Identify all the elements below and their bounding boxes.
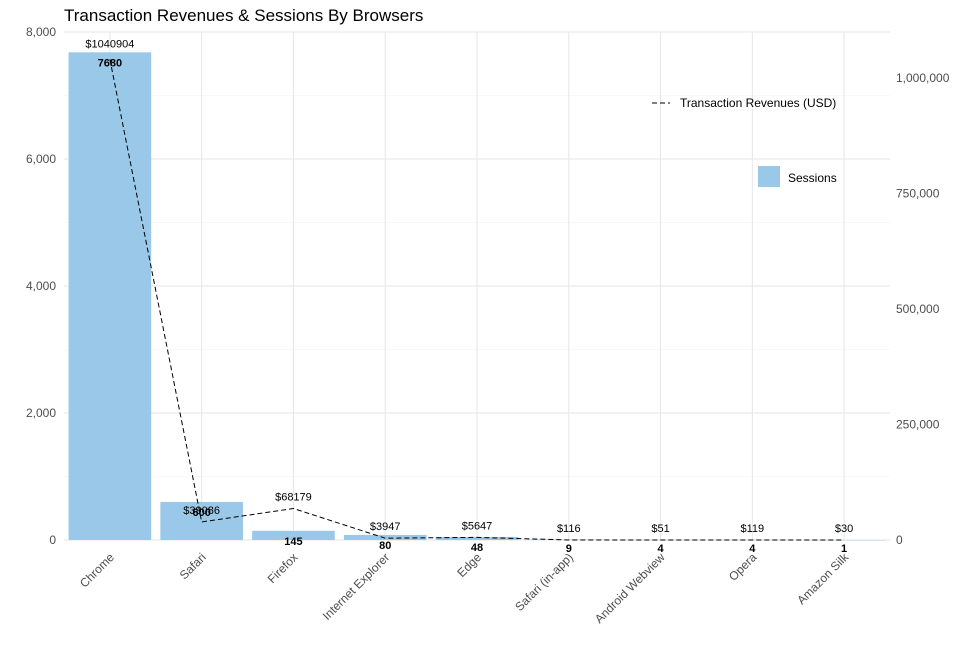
y-left-tick-label: 4,000 [26, 279, 56, 293]
session-bar [252, 530, 335, 540]
chart-title: Transaction Revenues & Sessions By Brows… [64, 6, 424, 25]
y-right-tick-label: 750,000 [896, 187, 940, 201]
revenue-label: $3947 [370, 521, 401, 533]
x-category-label: Firefox [265, 550, 301, 586]
session-label: 600 [192, 507, 210, 519]
session-bar [435, 536, 519, 540]
x-category-label: Chrome [77, 550, 117, 590]
x-category-label: Safari (in-app) [512, 550, 576, 614]
revenue-label: $39086 [183, 505, 220, 517]
session-label: 4 [657, 543, 664, 555]
session-label: 80 [379, 540, 391, 552]
legend-sessions-key [758, 166, 780, 187]
revenue-line [109, 59, 845, 541]
session-bar [802, 539, 886, 541]
revenue-label: $51 [651, 523, 669, 535]
x-category-label: Edge [454, 550, 484, 580]
revenue-label: $116 [557, 523, 581, 535]
y-right-tick-label: 500,000 [896, 302, 940, 316]
x-category-label: Android Webview [592, 550, 668, 626]
y-left-tick-label: 0 [49, 533, 56, 547]
session-bar [160, 501, 243, 540]
session-bar [68, 52, 152, 540]
legend-revenue-label: Transaction Revenues (USD) [680, 96, 836, 110]
session-bar [343, 534, 427, 540]
y-left-tick-label: 8,000 [26, 25, 56, 39]
session-label: 145 [284, 536, 302, 548]
revenue-label: $5647 [462, 520, 493, 532]
x-category-label: Amazon Silk [794, 550, 852, 608]
session-label: 7680 [98, 57, 122, 69]
session-label: 48 [471, 542, 483, 554]
y-right-tick-label: 1,000,000 [896, 71, 950, 85]
y-right-tick-label: 0 [896, 533, 903, 547]
y-right-tick-label: 250,000 [896, 418, 940, 432]
revenue-label: $68179 [275, 492, 312, 504]
session-label: 4 [749, 543, 756, 555]
legend-sessions-label: Sessions [788, 171, 837, 185]
x-category-label: Safari [177, 550, 209, 582]
x-category-label: Internet Explorer [320, 550, 393, 623]
revenue-label: $30 [835, 523, 853, 535]
session-label: 9 [566, 543, 572, 555]
y-left-tick-label: 2,000 [26, 406, 56, 420]
x-category-label: Opera [726, 550, 760, 584]
revenue-label: $119 [741, 523, 765, 535]
revenue-label: $1040904 [85, 38, 134, 50]
y-left-tick-label: 6,000 [26, 152, 56, 166]
session-label: 1 [841, 543, 847, 555]
